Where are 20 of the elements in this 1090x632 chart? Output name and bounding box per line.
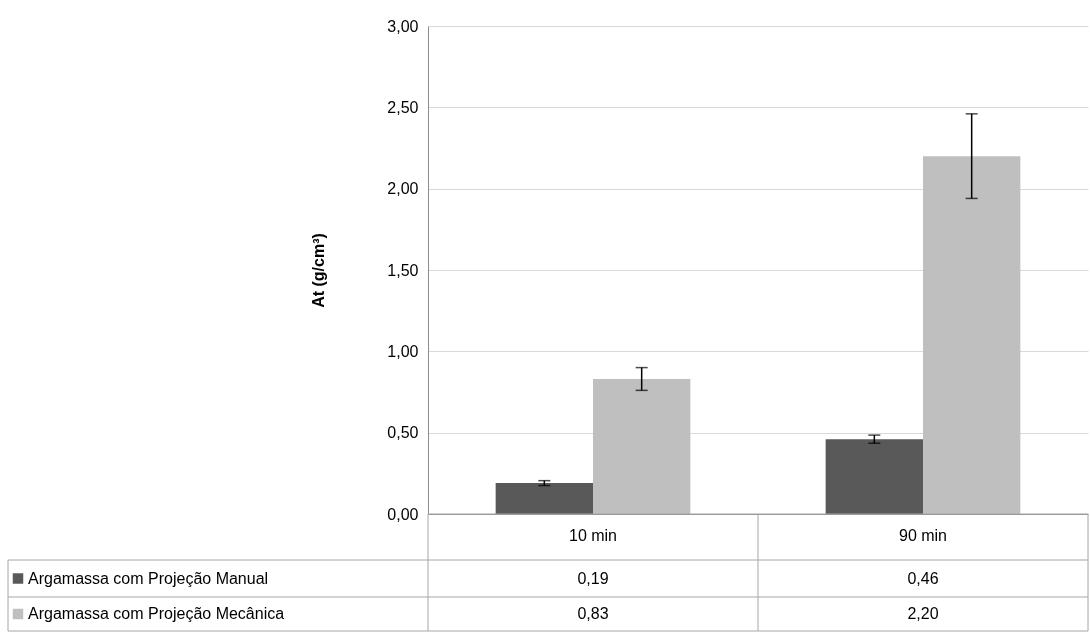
bar [593, 378, 691, 514]
y-tick-label: 1,50 [387, 261, 419, 279]
data-label: 2,20 [907, 605, 939, 622]
y-tick-label: 0,00 [387, 505, 419, 523]
y-tick-label: 2,00 [387, 180, 419, 198]
y-tick-label: 1,00 [387, 342, 419, 360]
data-label: 0,83 [577, 605, 609, 622]
bar [825, 439, 923, 514]
y-tick-label: 0,50 [387, 424, 419, 442]
y-tick-label: 2,50 [387, 98, 419, 116]
legend-label: Argamassa com Projeção Mecânica [28, 605, 285, 622]
bar [923, 156, 1021, 514]
legend-label: Argamassa com Projeção Manual [28, 569, 269, 587]
data-label: 0,46 [907, 569, 939, 587]
x-tick-label: 90 min [898, 526, 948, 544]
data-label: 0,19 [577, 569, 609, 587]
y-axis-title: At (g/cm³) [310, 233, 328, 308]
x-tick-label: 10 min [568, 526, 618, 544]
bar [495, 483, 593, 514]
y-tick-label: 3,00 [387, 17, 419, 35]
